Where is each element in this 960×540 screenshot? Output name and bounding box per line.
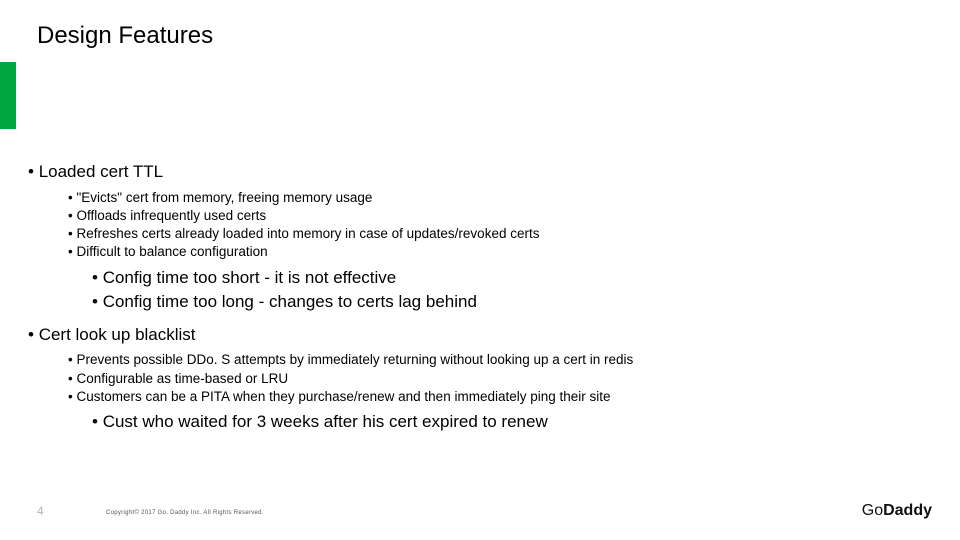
page-number: 4 bbox=[37, 504, 44, 518]
bullet-l3: Config time too short - it is not effect… bbox=[92, 266, 932, 291]
bullet-l2: Difficult to balance configuration bbox=[68, 243, 932, 261]
bullet-l3: Cust who waited for 3 weeks after his ce… bbox=[92, 410, 932, 435]
logo-part2: Daddy bbox=[883, 502, 932, 519]
bullet-l2: Refreshes certs already loaded into memo… bbox=[68, 225, 932, 243]
bullet-l2: "Evicts" cert from memory, freeing memor… bbox=[68, 189, 932, 207]
logo-part1: Go bbox=[862, 502, 883, 519]
bullet-l2: Prevents possible DDo. S attempts by imm… bbox=[68, 351, 932, 369]
bullet-text: Cert look up blacklist bbox=[39, 325, 196, 344]
accent-bar bbox=[0, 62, 16, 129]
slide: Design Features Loaded cert TTL "Evicts"… bbox=[0, 0, 960, 540]
bullet-l1: Cert look up blacklist Prevents possible… bbox=[28, 323, 932, 435]
page-title: Design Features bbox=[37, 22, 213, 50]
bullet-l2: Offloads infrequently used certs bbox=[68, 207, 932, 225]
bullet-l2: Customers can be a PITA when they purcha… bbox=[68, 388, 932, 406]
bullet-l1: Loaded cert TTL "Evicts" cert from memor… bbox=[28, 160, 932, 315]
copyright-text: Copyright© 2017 Go. Daddy Inc. All Right… bbox=[106, 510, 264, 516]
content-body: Loaded cert TTL "Evicts" cert from memor… bbox=[28, 160, 932, 443]
bullet-l3: Config time too long - changes to certs … bbox=[92, 290, 932, 315]
bullet-text: Loaded cert TTL bbox=[39, 162, 163, 181]
logo: GoDaddy bbox=[862, 502, 932, 520]
bullet-l2: Configurable as time-based or LRU bbox=[68, 370, 932, 388]
